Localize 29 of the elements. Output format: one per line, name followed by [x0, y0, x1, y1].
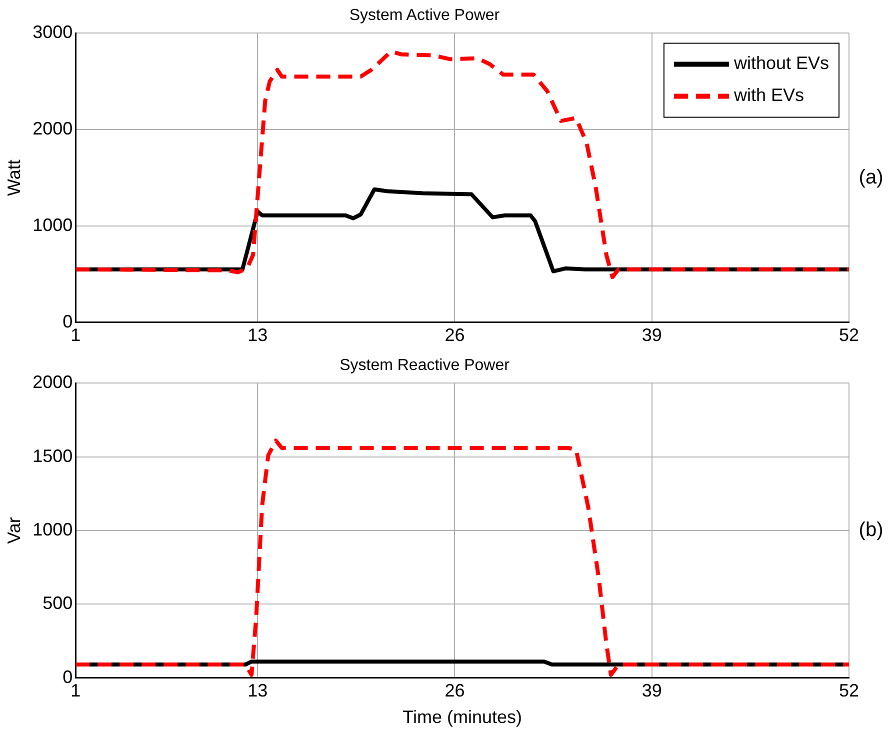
y-tick-label: 2000	[32, 372, 73, 392]
legend-label: with EVs	[732, 85, 804, 106]
x-tick-label: 1	[70, 325, 81, 346]
y-tick-label: 1000	[32, 214, 73, 235]
text: (a)	[858, 166, 884, 188]
y-axis-title: Var	[4, 517, 24, 544]
y-tick-label: 1500	[32, 446, 73, 466]
text: (b)	[858, 519, 884, 542]
y-tick-label: 500	[42, 593, 73, 614]
x-tick-label: 26	[444, 680, 465, 701]
chart-title: System Reactive Power	[340, 357, 510, 374]
x-tick-label: 52	[838, 325, 860, 346]
y-tick-label: 1000	[32, 519, 73, 540]
y-tick-label: 2000	[32, 118, 73, 139]
chart-title: System Active Power	[349, 7, 500, 24]
x-tick-label: 1	[70, 680, 81, 701]
legend-label: without EVs	[732, 53, 829, 74]
line-series	[76, 50, 849, 280]
y-tick-label: 0	[62, 666, 73, 687]
y-tick-label: 3000	[32, 22, 73, 42]
x-tick-label: 39	[642, 325, 662, 346]
x-axis-title: Time (minutes)	[402, 707, 522, 728]
x-tick-label: 26	[444, 325, 465, 346]
x-tick-label: 13	[248, 680, 268, 701]
y-tick-label: 0	[62, 311, 73, 332]
x-tick-label: 52	[838, 680, 860, 701]
x-tick-label: 39	[642, 680, 662, 701]
y-axis-title: Watt	[4, 160, 24, 196]
x-tick-label: 13	[248, 325, 268, 346]
